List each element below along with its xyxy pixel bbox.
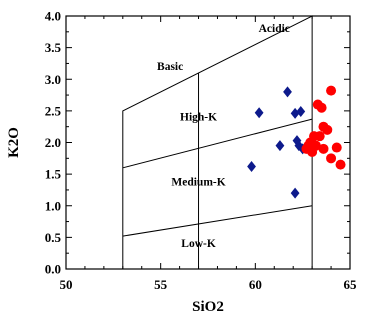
diamond-point: [275, 140, 285, 152]
boundary-lines: [122, 15, 313, 269]
region-label-basic: Basic: [157, 61, 183, 73]
data-points: [247, 85, 346, 199]
circle-point: [316, 102, 327, 113]
y-tick-label: 0.0: [45, 262, 61, 277]
region-label-medium-k: Medium-K: [171, 177, 225, 189]
diamond-point: [254, 107, 264, 119]
x-tick-label: 65: [344, 277, 358, 292]
circle-point: [326, 153, 337, 164]
y-tick-label: 1.5: [45, 167, 62, 182]
circle-point: [335, 159, 346, 170]
diamond-point: [294, 140, 304, 152]
y-tick-label: 2.5: [45, 103, 62, 118]
diamond-point: [290, 187, 300, 199]
circle-point: [331, 142, 342, 153]
circle-point: [322, 124, 333, 135]
region-label-acidic: Acidic: [259, 23, 290, 35]
circle-point: [310, 140, 321, 151]
x-tick-label: 50: [60, 277, 73, 292]
y-axis-title: K2O: [6, 127, 22, 158]
circle-point: [326, 85, 337, 96]
y-tick-label: 3.5: [45, 40, 62, 55]
y-tick-label: 1.0: [45, 198, 61, 213]
region-label-low-k: Low-K: [181, 238, 216, 250]
y-tick-label: 0.5: [45, 230, 62, 245]
region-labels: Acidic Basic High-K Medium-K Low-K: [157, 23, 290, 250]
y-tick-label: 4.0: [45, 9, 61, 24]
y-tick-label: 2.0: [45, 135, 61, 150]
region-label-high-k: High-K: [180, 111, 217, 123]
y-tick-label: 3.0: [45, 72, 61, 87]
boundary-line-2: [122, 118, 313, 169]
circle-point: [314, 131, 325, 142]
diamond-point: [247, 161, 256, 173]
boundary-line-3: [122, 205, 313, 237]
circle-point: [318, 143, 329, 154]
diamond-point: [283, 86, 292, 98]
diamond-point: [296, 106, 306, 118]
axis-ticks: 50 55 60 65 0.0 0.5 1.0 1.5 2.0 2.5 3.0 3.5 4.0: [45, 9, 357, 293]
x-tick-label: 55: [154, 277, 168, 292]
x-axis-title: SiO2: [192, 299, 224, 315]
x-tick-label: 60: [249, 277, 262, 292]
